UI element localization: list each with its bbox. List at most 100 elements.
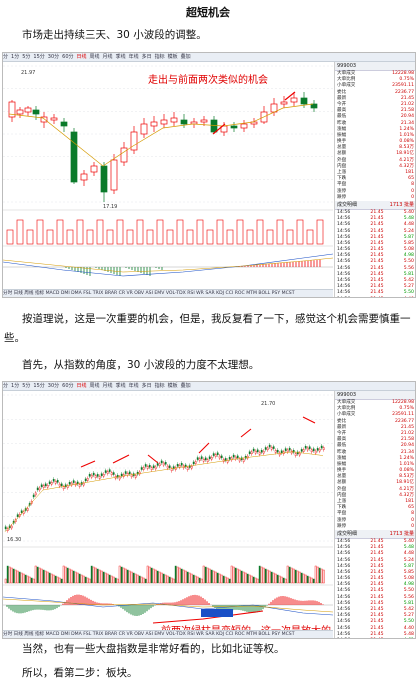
toolbar-item[interactable]: 1分: [11, 383, 20, 389]
quote-row: 跌停 0: [337, 523, 414, 529]
volume-bar: [98, 569, 101, 584]
trade-row: 14:56 21.45 4.48: [337, 551, 414, 557]
candle-body: [312, 448, 315, 452]
volume-bar: [260, 566, 263, 584]
toolbar-item[interactable]: 分: [3, 54, 9, 60]
candle-body: [40, 484, 43, 487]
toolbar-item[interactable]: 指标: [154, 383, 165, 389]
toolbar-item[interactable]: 30分: [47, 383, 60, 389]
volume-bar: [46, 571, 49, 584]
annotation-arrow: [240, 428, 252, 438]
candle-body: [292, 450, 295, 453]
candle-body: [246, 455, 249, 459]
annotation-arrow: [147, 454, 159, 464]
volume-bar: [96, 219, 104, 245]
toolbar-item[interactable]: 月线: [102, 383, 113, 389]
trade-row: 14:56 21.45 4.98: [337, 582, 414, 588]
chart-annotation: 走出与前面两次类似的机会: [148, 75, 268, 86]
toolbar-item[interactable]: 模板: [167, 54, 178, 60]
quote-row: 下跌 65: [337, 176, 414, 182]
toolbar-item[interactable]: 60分: [62, 54, 74, 60]
toolbar-item[interactable]: 15分: [33, 383, 45, 389]
candle-body: [254, 450, 257, 454]
volume-bar: [278, 575, 281, 584]
toolbar-item[interactable]: 季线: [115, 54, 126, 60]
candle-body: [50, 482, 53, 485]
candle-body: [52, 479, 55, 482]
volume-bar: [320, 568, 323, 584]
candle-body: [78, 484, 81, 487]
toolbar-item[interactable]: 30分: [47, 54, 60, 60]
volume-bar: [184, 570, 187, 584]
candle-body: [274, 450, 277, 453]
quote-row: 内盘 4.32万: [337, 163, 414, 169]
toolbar-item[interactable]: 15分: [33, 54, 45, 60]
chart-statusbar: 分时 日线 周线 指标 MACD DMI DMA FSL TRIX BRAR C…: [3, 289, 333, 297]
toolbar-item[interactable]: 季线: [115, 383, 126, 389]
toolbar-item[interactable]: 60分: [62, 383, 74, 389]
volume-bar: [302, 573, 305, 584]
candle-body: [68, 482, 71, 485]
volume-bar: [16, 570, 19, 584]
toolbar-item[interactable]: 年线: [128, 54, 139, 60]
volume-bar: [30, 577, 33, 584]
toolbar-item[interactable]: 指标: [154, 54, 165, 60]
candle-body: [272, 446, 275, 449]
toolbar-item[interactable]: 叠加: [180, 383, 191, 389]
trade-row: 14:56 21.45 5.81: [337, 600, 414, 606]
candle-body: [302, 449, 305, 452]
panel-header: 999003: [335, 62, 415, 71]
volume-bar: [48, 572, 51, 584]
volume-bar: [186, 229, 194, 245]
candle-body: [236, 455, 239, 459]
volume-bar: [290, 567, 293, 584]
candle-body: [144, 464, 147, 467]
toolbar-item[interactable]: 多日: [141, 54, 152, 60]
volume-bar: [188, 572, 191, 584]
toolbar-item[interactable]: 5分: [22, 54, 31, 60]
candle-body: [306, 447, 309, 451]
volume-bar: [216, 572, 219, 584]
toolbar-item[interactable]: 1分: [11, 54, 20, 60]
candle-body: [118, 476, 121, 480]
trade-row: 14:56 21.45 5.24: [337, 228, 414, 234]
toolbar-item[interactable]: 日线: [76, 54, 87, 60]
candle-body: [242, 459, 245, 462]
toolbar-item[interactable]: 年线: [128, 383, 139, 389]
candle-body: [200, 456, 203, 459]
candle-body: [48, 481, 51, 484]
candle-body: [188, 465, 191, 468]
toolbar-item[interactable]: 月线: [102, 54, 113, 60]
toolbar-item[interactable]: 模板: [167, 383, 178, 389]
candle-body: [248, 451, 251, 454]
volume-bar: [44, 570, 47, 584]
toolbar-item[interactable]: 分: [3, 383, 9, 389]
volume-bar: [110, 575, 113, 584]
paragraph-3: 首先，从指数的角度，30 小波段的力度不太理想。: [22, 359, 260, 371]
candle-body: [120, 147, 128, 163]
toolbar-item[interactable]: 日线: [76, 383, 87, 389]
volume-bar: [104, 572, 107, 584]
volume-bar: [148, 566, 151, 584]
volume-bar: [66, 567, 69, 584]
candle-body: [136, 471, 139, 475]
volume-bar: [12, 568, 15, 584]
volume-bar: [204, 566, 207, 584]
volume-bar: [212, 570, 215, 584]
candle-body: [110, 159, 118, 191]
candle-body: [20, 510, 23, 513]
candle-body: [134, 475, 137, 478]
toolbar-item[interactable]: 周线: [89, 383, 100, 389]
candle-body: [80, 173, 88, 181]
volume-bar: [226, 229, 234, 245]
toolbar-item[interactable]: 叠加: [180, 54, 191, 60]
volume-bar: [270, 571, 273, 584]
candle-body: [260, 449, 263, 453]
volume-bar: [70, 569, 73, 584]
volume-bar: [88, 578, 91, 584]
volume-bar: [192, 574, 195, 584]
toolbar-item[interactable]: 多日: [141, 383, 152, 389]
candle-body: [190, 465, 193, 469]
toolbar-item[interactable]: 周线: [89, 54, 100, 60]
toolbar-item[interactable]: 5分: [22, 383, 31, 389]
